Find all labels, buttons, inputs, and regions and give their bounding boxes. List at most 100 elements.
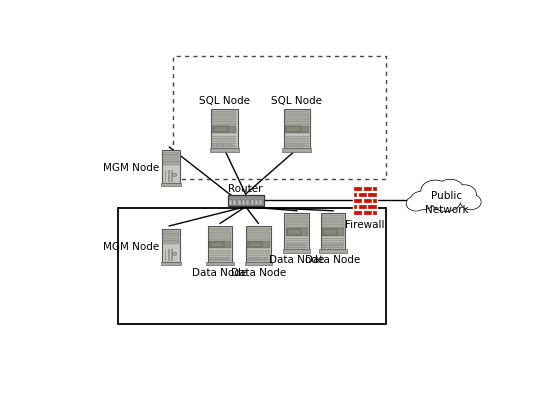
Bar bbox=[215, 258, 218, 261]
Bar bbox=[206, 263, 234, 265]
Bar bbox=[162, 229, 180, 263]
Bar bbox=[358, 204, 367, 210]
Bar bbox=[229, 145, 232, 147]
Bar bbox=[172, 171, 173, 182]
Bar bbox=[246, 226, 271, 263]
Bar bbox=[118, 208, 386, 325]
Bar bbox=[251, 200, 254, 205]
Bar bbox=[287, 246, 290, 248]
Bar bbox=[223, 145, 227, 147]
Bar bbox=[209, 237, 231, 241]
Circle shape bbox=[421, 181, 450, 202]
Bar bbox=[338, 246, 342, 248]
Bar bbox=[285, 117, 309, 120]
Bar bbox=[238, 200, 240, 205]
Bar bbox=[225, 258, 229, 261]
Bar bbox=[285, 126, 309, 134]
Bar bbox=[285, 240, 308, 242]
Bar bbox=[213, 127, 228, 133]
Bar bbox=[210, 243, 224, 248]
Bar bbox=[172, 249, 173, 261]
Bar bbox=[213, 145, 217, 147]
Bar bbox=[285, 121, 309, 125]
Text: Public
Network: Public Network bbox=[425, 191, 469, 214]
Bar bbox=[248, 233, 270, 236]
Circle shape bbox=[173, 253, 177, 256]
Bar bbox=[285, 247, 308, 248]
Bar bbox=[285, 245, 308, 246]
Bar bbox=[248, 228, 270, 232]
Bar bbox=[322, 216, 344, 219]
Bar bbox=[358, 193, 367, 198]
Bar bbox=[282, 149, 311, 152]
Bar bbox=[209, 241, 231, 249]
Bar bbox=[210, 258, 213, 261]
Bar bbox=[322, 247, 344, 248]
Bar bbox=[161, 263, 182, 265]
Bar bbox=[322, 240, 344, 242]
Bar bbox=[248, 237, 270, 241]
Bar bbox=[353, 187, 362, 192]
Bar bbox=[229, 200, 232, 205]
Circle shape bbox=[421, 181, 449, 202]
Bar bbox=[218, 145, 222, 147]
Bar bbox=[163, 163, 179, 166]
Bar bbox=[285, 146, 309, 148]
Bar bbox=[322, 225, 344, 228]
Bar bbox=[362, 211, 372, 216]
Bar bbox=[302, 246, 305, 248]
Bar bbox=[211, 110, 238, 149]
Bar bbox=[372, 199, 377, 204]
Bar bbox=[209, 257, 231, 259]
Bar bbox=[258, 258, 262, 261]
Bar bbox=[283, 250, 310, 253]
Bar bbox=[209, 228, 231, 232]
Bar bbox=[233, 200, 236, 205]
Bar bbox=[297, 246, 300, 248]
Bar bbox=[322, 238, 344, 240]
Text: MGM Node: MGM Node bbox=[103, 241, 160, 251]
Bar bbox=[323, 230, 337, 235]
Text: Firewall: Firewall bbox=[345, 219, 385, 229]
Bar bbox=[209, 251, 231, 252]
Bar bbox=[372, 187, 377, 192]
Bar bbox=[285, 238, 308, 240]
Bar bbox=[246, 200, 249, 205]
Bar bbox=[333, 246, 337, 248]
Bar bbox=[353, 204, 357, 210]
Bar bbox=[164, 249, 166, 261]
Text: SQL Node: SQL Node bbox=[199, 96, 250, 106]
Bar bbox=[228, 196, 264, 207]
Bar bbox=[212, 146, 236, 148]
Circle shape bbox=[431, 190, 461, 212]
Text: Data Node: Data Node bbox=[231, 267, 286, 277]
Text: SQL Node: SQL Node bbox=[271, 96, 322, 106]
Bar bbox=[353, 199, 362, 204]
Text: Router: Router bbox=[228, 184, 263, 193]
Circle shape bbox=[437, 180, 463, 200]
Bar bbox=[248, 251, 270, 252]
Bar bbox=[208, 226, 233, 263]
Bar bbox=[212, 117, 236, 120]
Bar bbox=[322, 243, 344, 244]
Bar bbox=[285, 112, 309, 115]
Bar bbox=[163, 160, 179, 162]
Circle shape bbox=[410, 192, 435, 210]
Bar bbox=[248, 241, 270, 249]
Bar bbox=[212, 144, 236, 145]
Bar bbox=[209, 255, 231, 256]
Bar bbox=[162, 151, 180, 184]
Bar bbox=[209, 253, 231, 254]
Bar bbox=[372, 211, 377, 216]
Bar bbox=[285, 142, 309, 143]
Bar bbox=[285, 225, 308, 228]
Bar bbox=[367, 204, 377, 210]
Bar bbox=[173, 57, 386, 180]
Bar bbox=[285, 145, 289, 147]
Bar bbox=[242, 200, 245, 205]
Bar bbox=[284, 213, 309, 250]
Bar bbox=[248, 253, 270, 254]
Bar bbox=[362, 199, 372, 204]
Circle shape bbox=[460, 195, 481, 210]
Circle shape bbox=[410, 192, 435, 210]
